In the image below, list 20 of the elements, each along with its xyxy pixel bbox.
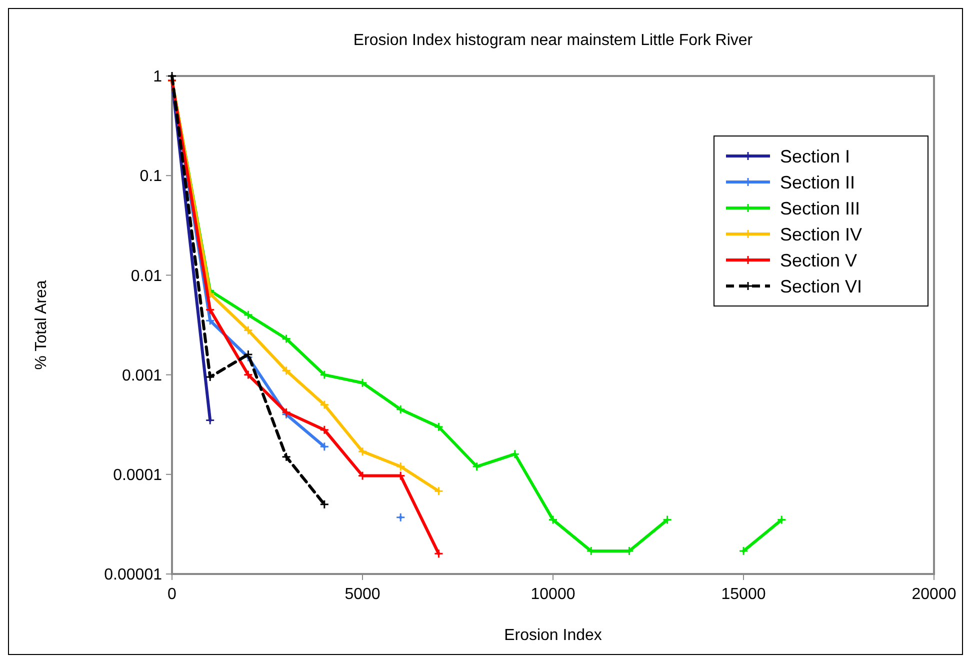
legend-label: Section III (780, 198, 860, 218)
legend-label: Section I (780, 146, 850, 166)
y-tick-label: 0.0001 (113, 467, 162, 484)
y-tick-label: 0.1 (140, 168, 162, 186)
y-axis-title: % Total Area (33, 280, 50, 370)
x-tick-label: 10000 (530, 586, 576, 603)
y-tick-label: 0.00001 (104, 566, 162, 584)
legend-label: Section IV (780, 224, 862, 244)
y-tick-label: 0.001 (122, 367, 162, 384)
legend-label: Section II (780, 172, 856, 192)
x-tick-label: 0 (168, 586, 177, 603)
legend-label: Section V (780, 250, 858, 270)
x-tick-label: 5000 (344, 586, 380, 603)
x-tick-label: 20000 (912, 586, 956, 603)
legend-label: Section VI (780, 276, 862, 296)
x-axis-title: Erosion Index (504, 627, 602, 644)
y-tick-label: 0.01 (130, 268, 162, 285)
chart-title: Erosion Index histogram near mainstem Little Fork River (353, 32, 754, 49)
x-tick-label: 15000 (721, 586, 766, 603)
y-tick-label: 1 (153, 68, 162, 86)
